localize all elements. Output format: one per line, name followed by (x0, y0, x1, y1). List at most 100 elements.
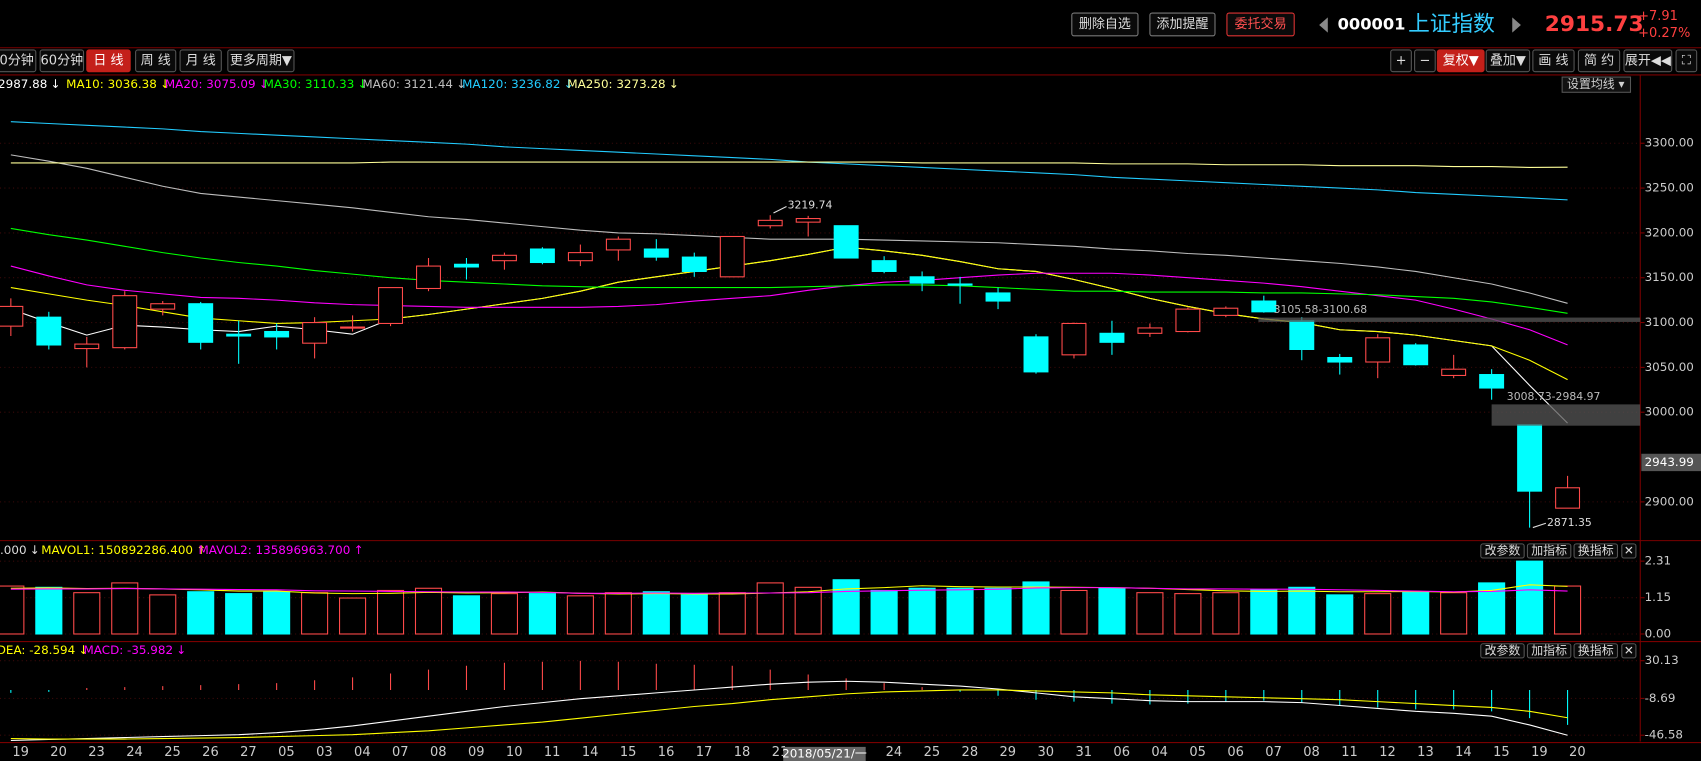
tool-button-label[interactable]: 展开◀◀ (1625, 53, 1671, 68)
stock-name: 上证指数 (1408, 12, 1495, 37)
ma-settings-label[interactable]: 设置均线 ▾ (1567, 77, 1624, 91)
period-button[interactable] (39, 49, 85, 73)
period-button-label[interactable]: 月 线 (186, 53, 216, 68)
volume-bar (1554, 585, 1582, 635)
indicator-line (10, 265, 1568, 346)
candle-body (833, 225, 859, 259)
tool-button-label[interactable]: 简 约 (1584, 52, 1614, 68)
candle-body (1137, 327, 1163, 334)
legend-entry: MA10: 3036.38 (66, 77, 157, 91)
tool-button-label[interactable]: 画 线 (1538, 53, 1568, 68)
tool-button[interactable] (1436, 49, 1485, 73)
period-button[interactable] (86, 49, 131, 73)
period-button[interactable] (227, 49, 295, 73)
period-button[interactable] (135, 49, 177, 73)
candle-body (1175, 308, 1201, 333)
candle-body (264, 330, 290, 338)
panel-button[interactable] (1621, 543, 1637, 559)
date-label: 11 (544, 745, 561, 760)
y-tick-label: 0.00 (1645, 626, 1672, 640)
volume-bar (73, 592, 101, 635)
legend-entry: .000 (0, 543, 27, 557)
date-label: 30 (1037, 745, 1054, 760)
gap-band (1491, 404, 1641, 426)
panel-button-label[interactable]: 改参数 (1485, 543, 1521, 557)
indicator-line (10, 121, 1568, 201)
panel-button[interactable] (1573, 543, 1619, 559)
panel-button[interactable] (1526, 643, 1572, 659)
candle-body (1441, 368, 1467, 377)
tool-button[interactable] (1485, 49, 1531, 73)
next-icon[interactable] (1512, 17, 1521, 33)
top-button[interactable] (1149, 12, 1216, 37)
panel-button-label[interactable]: ✕ (1624, 643, 1634, 657)
crosshair-date: 2018/05/21/一 (782, 746, 867, 760)
tool-button-label[interactable]: 复权▼ (1443, 52, 1479, 68)
gap-label: 3008.73-2984.97 (1507, 390, 1601, 403)
tool-button-label[interactable]: ⛶ (1681, 53, 1692, 68)
legend-entry: MA60: 3121.44 (362, 77, 453, 91)
top-button[interactable] (1226, 12, 1295, 37)
prev-icon[interactable] (1319, 17, 1328, 33)
panel-button[interactable] (1526, 543, 1572, 559)
tool-button[interactable] (1577, 49, 1621, 73)
volume-bar (1174, 593, 1202, 635)
tool-button[interactable] (1390, 49, 1412, 73)
legend-trend: ↓ (30, 543, 40, 557)
period-button-label[interactable]: 更多周期▼ (230, 52, 292, 68)
legend-trend: ↓ (160, 77, 170, 91)
crosshair-price: 2943.99 (1645, 455, 1694, 469)
volume-bar (1250, 588, 1278, 635)
y-tick-label: 3200.00 (1645, 225, 1694, 239)
period-button-label[interactable]: 60分钟 (41, 52, 84, 68)
legend-trend: ↓ (669, 77, 679, 91)
candle-body (909, 276, 935, 284)
volume-bar (604, 592, 632, 635)
tool-button-label[interactable]: 叠加▼ (1490, 53, 1526, 68)
volume-bar (1440, 592, 1468, 635)
tool-button[interactable] (1623, 49, 1673, 73)
y-tick-label: 3050.00 (1645, 360, 1694, 374)
legend-trend: ↑ (354, 543, 364, 557)
panel-button-label[interactable]: 加指标 (1531, 543, 1567, 557)
indicator-line (10, 689, 1568, 740)
period-button-label[interactable]: 日 线 (93, 53, 123, 68)
panel-button-label[interactable]: 换指标 (1578, 643, 1614, 657)
period-button[interactable] (0, 49, 37, 73)
volume-bar (528, 593, 556, 635)
volume-bar (794, 586, 822, 635)
candle-body (188, 303, 214, 343)
top-button-label[interactable]: 添加提醒 (1156, 16, 1208, 32)
tool-button[interactable] (1414, 49, 1436, 73)
panel-button[interactable] (1573, 643, 1619, 659)
date-label: 06 (1227, 745, 1244, 760)
ma-settings-button[interactable] (1561, 76, 1632, 93)
candle-body (1251, 300, 1277, 313)
date-label: 04 (354, 745, 371, 760)
tool-button-label[interactable]: + (1396, 53, 1407, 68)
date-label: 18 (734, 745, 751, 760)
tool-button[interactable] (1532, 49, 1575, 73)
y-tick-label: 3100.00 (1645, 315, 1694, 329)
tool-button-label[interactable]: − (1419, 53, 1430, 68)
panel-button-label[interactable]: 换指标 (1578, 543, 1614, 557)
top-button-label[interactable]: 委托交易 (1235, 16, 1287, 32)
period-button[interactable] (179, 49, 222, 73)
panel-button[interactable] (1480, 643, 1525, 659)
date-label: 28 (962, 745, 979, 760)
period-button-label[interactable]: 30分钟 (0, 52, 34, 68)
candle-body (340, 326, 366, 329)
panel-button-label[interactable]: 改参数 (1485, 643, 1521, 657)
tool-button[interactable] (1675, 49, 1698, 73)
indicator-line (10, 154, 1568, 304)
top-button[interactable] (1071, 12, 1139, 37)
period-button-label[interactable]: 周 线 (141, 53, 171, 68)
date-label: 19 (1531, 745, 1548, 760)
top-button-label[interactable]: 删除自选 (1079, 17, 1131, 32)
panel-button[interactable] (1480, 543, 1525, 559)
date-label: 13 (1417, 745, 1434, 760)
panel-button-label[interactable]: ✕ (1624, 543, 1634, 557)
panel-button-label[interactable]: 加指标 (1531, 643, 1567, 657)
panel-button[interactable] (1621, 643, 1637, 659)
